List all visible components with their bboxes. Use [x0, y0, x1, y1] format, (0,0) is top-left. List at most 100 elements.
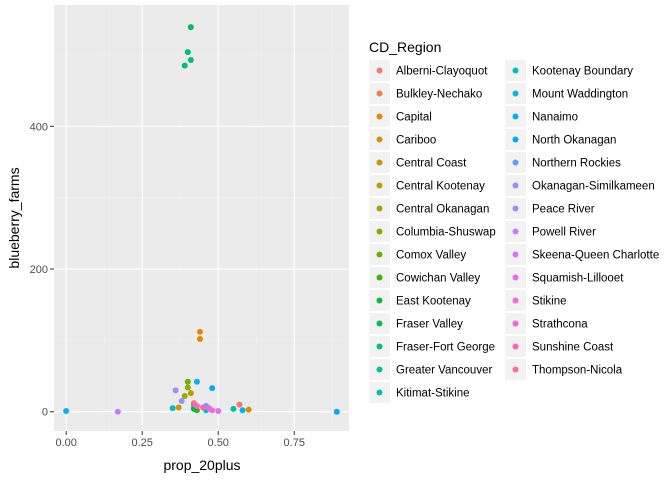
legend-point — [376, 389, 383, 396]
data-point — [236, 401, 243, 408]
data-point — [196, 328, 203, 335]
legend-label: Sunshine Coast — [532, 342, 614, 354]
data-point — [209, 385, 216, 392]
legend-point — [512, 159, 519, 166]
legend-label: Central Okanagan — [396, 204, 489, 216]
data-point — [333, 408, 340, 415]
legend-point — [376, 366, 383, 373]
data-point — [181, 62, 188, 69]
data-point — [184, 384, 191, 391]
legend-label: Alberni-Clayoquot — [396, 66, 488, 78]
data-point — [184, 49, 191, 56]
legend-point — [512, 228, 519, 235]
legend-label: Fraser-Fort George — [396, 342, 495, 354]
legend-point — [376, 228, 383, 235]
y-tick-label: 200 — [30, 264, 48, 276]
data-point — [63, 408, 70, 415]
legend-label: Okanagan-Similkameen — [532, 181, 655, 193]
data-point — [169, 405, 176, 412]
legend-label: Strathcona — [532, 319, 588, 331]
legend-point — [512, 182, 519, 189]
legend-label: Comox Valley — [396, 250, 466, 262]
data-point — [172, 387, 179, 394]
legend-label: Central Coast — [396, 158, 467, 170]
legend-label: Nanaimo — [532, 112, 578, 124]
legend-point — [512, 205, 519, 212]
data-point — [215, 408, 222, 415]
data-point — [200, 404, 207, 411]
legend-point — [376, 136, 383, 143]
data-point — [239, 407, 246, 414]
legend-point — [376, 205, 383, 212]
data-point — [184, 378, 191, 385]
data-points — [63, 24, 340, 415]
plot-panel — [54, 5, 349, 431]
x-axis-title: prop_20plus — [163, 457, 240, 473]
legend-label: East Kootenay — [396, 296, 471, 308]
data-point — [193, 378, 200, 385]
x-tick-label: 0.75 — [284, 437, 305, 449]
legend-title: CD_Region — [369, 39, 441, 55]
legend-label: Northern Rockies — [532, 158, 621, 170]
data-point — [245, 406, 252, 413]
legend-point — [512, 113, 519, 120]
x-tick-label: 0.25 — [131, 437, 152, 449]
legend-point — [512, 297, 519, 304]
legend-label: Capital — [396, 112, 432, 124]
x-tick-label: 0.00 — [55, 437, 76, 449]
legend-label: Stikine — [532, 296, 567, 308]
legend-point — [376, 320, 383, 327]
legend-label: Kitimat-Stikine — [396, 388, 470, 400]
legend-point — [376, 182, 383, 189]
legend-label: North Okanagan — [532, 135, 616, 147]
data-point — [178, 398, 185, 405]
legend-point — [376, 159, 383, 166]
legend-point — [512, 136, 519, 143]
legend-point — [376, 90, 383, 97]
legend-point — [512, 366, 519, 373]
legend-point — [512, 251, 519, 258]
legend-label: Cowichan Valley — [396, 273, 480, 285]
legend-point — [512, 90, 519, 97]
legend-point — [376, 343, 383, 350]
data-point — [181, 393, 188, 400]
legend-label: Cariboo — [396, 135, 436, 147]
legend-label: Fraser Valley — [396, 319, 463, 331]
legend-point — [376, 251, 383, 258]
legend-label: Powell River — [532, 227, 596, 239]
data-point — [230, 405, 237, 412]
legend-label: Squamish-Lillooet — [532, 273, 624, 285]
data-point — [209, 407, 216, 414]
data-point — [187, 56, 194, 63]
legend-point — [376, 274, 383, 281]
legend-point — [376, 297, 383, 304]
data-point — [114, 408, 121, 415]
legend-label: Greater Vancouver — [396, 365, 492, 377]
y-axis: 0 200 400 — [30, 121, 54, 419]
legend-point — [512, 274, 519, 281]
legend-point — [512, 343, 519, 350]
grid-major — [54, 5, 349, 431]
data-point — [187, 24, 194, 31]
legend-label: Mount Waddington — [532, 89, 628, 101]
legend-label: Skeena-Queen Charlotte — [532, 250, 659, 262]
data-point — [196, 335, 203, 342]
y-tick-label: 0 — [42, 407, 48, 419]
data-point — [190, 400, 197, 407]
legend-point — [512, 67, 519, 74]
legend-label: Central Kootenay — [396, 181, 485, 193]
legend-label: Peace River — [532, 204, 595, 216]
y-tick-label: 400 — [30, 121, 48, 133]
x-tick-label: 0.50 — [208, 437, 229, 449]
legend-label: Thompson-Nicola — [532, 365, 623, 377]
y-axis-title: blueberry_farms — [6, 167, 22, 268]
legend-point — [512, 320, 519, 327]
legend-point — [376, 67, 383, 74]
legend-label: Columbia-Shuswap — [396, 227, 496, 239]
legend-label: Kootenay Boundary — [532, 66, 633, 78]
legend-label: Bulkley-Nechako — [396, 89, 482, 101]
x-axis: 0.00 0.25 0.50 0.75 — [55, 431, 305, 449]
legend-point — [376, 113, 383, 120]
legend: Alberni-Clayoquot Bulkley-Nechako Capital C… — [369, 60, 659, 403]
